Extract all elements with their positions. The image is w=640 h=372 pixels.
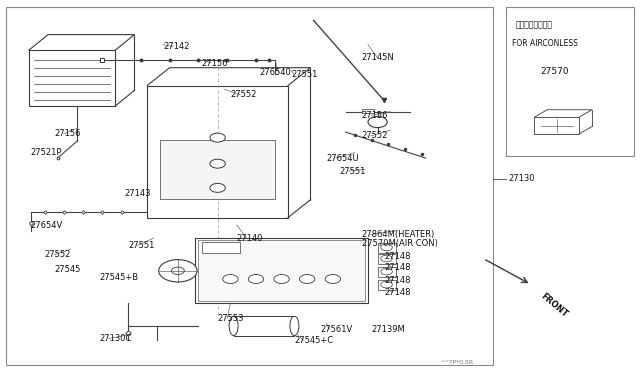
Text: 27552: 27552 <box>362 131 388 140</box>
Text: 27156: 27156 <box>202 59 228 68</box>
Text: 27545+B: 27545+B <box>99 273 138 282</box>
Ellipse shape <box>229 316 238 336</box>
Bar <box>534 117 579 134</box>
Text: 27145N: 27145N <box>362 53 394 62</box>
Text: 27130C: 27130C <box>99 334 132 343</box>
Circle shape <box>274 275 289 283</box>
Text: 27551: 27551 <box>128 241 154 250</box>
Text: エアコン無し仕様: エアコン無し仕様 <box>515 20 552 29</box>
Circle shape <box>368 116 387 128</box>
Circle shape <box>210 159 225 168</box>
Text: 27552: 27552 <box>230 90 257 99</box>
Circle shape <box>381 281 392 288</box>
Bar <box>195 238 368 303</box>
Bar <box>378 267 396 277</box>
Text: 27143: 27143 <box>125 189 151 198</box>
Text: 27545: 27545 <box>54 265 81 274</box>
Text: 27864M(HEATER): 27864M(HEATER) <box>362 230 435 239</box>
Bar <box>198 240 365 301</box>
Bar <box>506 7 634 156</box>
Text: 27148: 27148 <box>384 276 410 285</box>
Circle shape <box>210 183 225 192</box>
Bar <box>362 109 374 113</box>
Text: 27148: 27148 <box>384 252 410 261</box>
Circle shape <box>325 275 340 283</box>
Text: 27148: 27148 <box>384 288 410 296</box>
Text: 27552: 27552 <box>45 250 71 259</box>
Text: 27561V: 27561V <box>320 325 352 334</box>
Text: 27654U: 27654U <box>326 154 359 163</box>
Text: 27551: 27551 <box>291 70 317 79</box>
Bar <box>202 242 240 253</box>
Text: 27551: 27551 <box>339 167 365 176</box>
Bar <box>378 280 396 290</box>
Text: 27148: 27148 <box>384 263 410 272</box>
Bar <box>160 140 275 199</box>
Text: FRONT: FRONT <box>539 292 569 320</box>
Circle shape <box>159 260 197 282</box>
Text: 27142: 27142 <box>163 42 189 51</box>
Text: 276540: 276540 <box>259 68 291 77</box>
Bar <box>147 86 288 218</box>
Text: FOR AIRCONLESS: FOR AIRCONLESS <box>512 39 578 48</box>
Circle shape <box>172 267 184 275</box>
Text: 27521P: 27521P <box>31 148 62 157</box>
Text: 27553: 27553 <box>218 314 244 323</box>
Circle shape <box>381 244 392 251</box>
Bar <box>378 243 396 253</box>
Circle shape <box>381 268 392 275</box>
Circle shape <box>210 133 225 142</box>
Text: 27140: 27140 <box>237 234 263 243</box>
Text: 27654V: 27654V <box>31 221 63 230</box>
Text: 27139M: 27139M <box>371 325 405 334</box>
Circle shape <box>300 275 315 283</box>
Circle shape <box>381 255 392 262</box>
Bar <box>378 254 396 264</box>
Bar <box>6 7 493 365</box>
Circle shape <box>223 275 238 283</box>
Text: 27156: 27156 <box>362 111 388 120</box>
Bar <box>29 50 115 106</box>
Text: 27156: 27156 <box>54 129 81 138</box>
Text: ^°7P*0.5R: ^°7P*0.5R <box>440 360 474 365</box>
Circle shape <box>248 275 264 283</box>
Text: 27570M(AIR CON): 27570M(AIR CON) <box>362 239 438 248</box>
Ellipse shape <box>290 316 299 336</box>
Text: 27570: 27570 <box>541 67 570 76</box>
Text: 27130: 27130 <box>509 174 535 183</box>
Text: 27545+C: 27545+C <box>294 336 333 345</box>
Bar <box>234 316 294 336</box>
